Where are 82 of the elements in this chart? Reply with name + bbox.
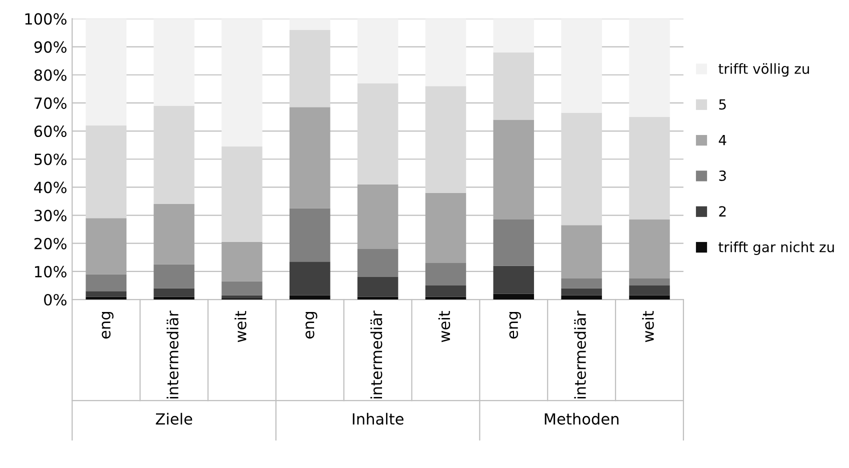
bar [154,296,194,300]
y-tick-label: 10% [35,266,66,278]
y-tick-label: 20% [34,238,66,250]
bar [425,18,466,86]
bar [86,218,126,274]
y-tick-label: 90% [34,41,66,53]
bar [222,242,262,282]
x-tick-label: weit [642,310,654,342]
x-tick-label: eng [306,312,318,339]
bar [493,120,534,220]
bar [154,288,194,297]
bar [357,296,398,300]
bar [222,281,262,296]
y-tick-label: 80% [34,69,66,81]
legend-label: trifft gar nicht zu [718,242,834,255]
legend-label: trifft völlig zu [718,63,809,77]
bar [222,18,262,146]
bar [357,184,398,249]
bar [561,18,602,113]
x-tick-label: intermediär [574,310,586,398]
text: Methoden [544,412,618,425]
legend-label: 4 [718,134,726,146]
bar [425,285,466,297]
bar [425,86,466,193]
y-tick-label: 100% [25,13,66,25]
bar [493,266,534,294]
bar [493,294,534,300]
x-tick-label: weit [234,310,246,342]
bar [86,125,126,218]
bar [154,18,194,106]
bar [561,112,602,226]
bar [154,204,194,264]
y-tick-label: 30% [34,210,66,222]
bar [493,52,534,120]
bar [357,277,398,297]
legend-label: 5 [719,99,726,110]
bar [629,285,670,296]
bar [561,225,602,278]
bar [290,295,330,300]
legend-label: 3 [719,170,726,181]
bar [222,295,262,298]
x-tick-label: eng [102,312,114,339]
bar [629,117,670,220]
bar [86,274,126,292]
bar [290,30,330,108]
bar [425,263,466,286]
bar [357,83,398,184]
bar [357,248,398,278]
x-tick-label: intermediär [370,310,382,398]
bar [493,18,534,52]
bar [629,295,670,300]
bar [357,18,398,84]
text: Ziele [156,412,192,425]
x-tick-label: intermediär [166,310,178,398]
y-tick-label: 40% [34,182,66,194]
y-tick-label: 60% [34,126,66,138]
x-tick-label: weit [438,310,450,342]
bar [561,288,602,296]
bar [290,262,330,296]
bar [290,107,330,208]
y-tick-label: 50% [34,154,66,166]
bar [154,106,194,204]
bar [493,219,534,266]
bar [629,219,670,278]
bar [290,208,330,262]
bar [222,146,262,242]
y-tick-label: 0% [44,294,66,306]
bar [86,291,126,297]
x-tick-label: eng [509,312,522,339]
bar [561,278,602,288]
bar [86,296,126,300]
bar [629,18,670,117]
y-tick-label: 70% [34,97,66,109]
bar [629,278,670,286]
bar [154,264,194,288]
bar [290,18,330,30]
bar [561,295,602,300]
text: Inhalte [352,412,404,425]
bar [425,296,466,300]
bar [425,192,466,264]
legend-label: 2 [719,206,726,216]
bar [86,18,126,126]
